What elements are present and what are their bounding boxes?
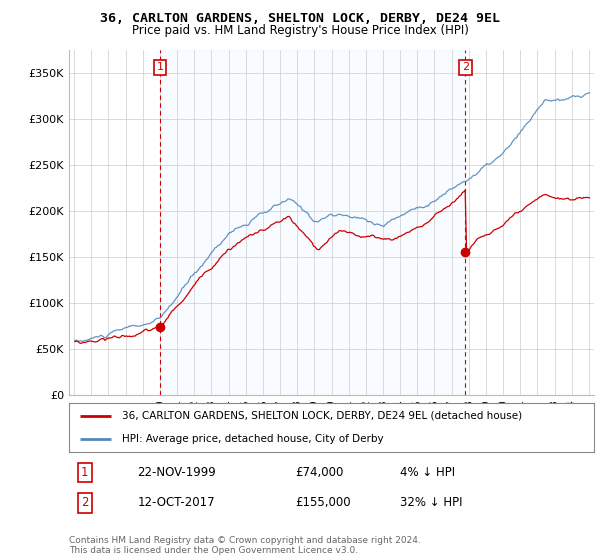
Text: 1: 1 bbox=[157, 63, 163, 72]
Text: 36, CARLTON GARDENS, SHELTON LOCK, DERBY, DE24 9EL (detached house): 36, CARLTON GARDENS, SHELTON LOCK, DERBY… bbox=[121, 411, 521, 421]
Text: 22-NOV-1999: 22-NOV-1999 bbox=[137, 466, 216, 479]
Text: 12-OCT-2017: 12-OCT-2017 bbox=[137, 496, 215, 510]
Text: 1: 1 bbox=[81, 466, 89, 479]
Text: £74,000: £74,000 bbox=[295, 466, 343, 479]
Text: 32% ↓ HPI: 32% ↓ HPI bbox=[400, 496, 462, 510]
Text: 36, CARLTON GARDENS, SHELTON LOCK, DERBY, DE24 9EL: 36, CARLTON GARDENS, SHELTON LOCK, DERBY… bbox=[100, 12, 500, 25]
Text: Price paid vs. HM Land Registry's House Price Index (HPI): Price paid vs. HM Land Registry's House … bbox=[131, 24, 469, 36]
Text: £155,000: £155,000 bbox=[295, 496, 350, 510]
Text: 2: 2 bbox=[462, 63, 469, 72]
Text: Contains HM Land Registry data © Crown copyright and database right 2024.
This d: Contains HM Land Registry data © Crown c… bbox=[69, 536, 421, 556]
Text: 4% ↓ HPI: 4% ↓ HPI bbox=[400, 466, 455, 479]
Bar bbox=[160, 50, 466, 395]
Text: HPI: Average price, detached house, City of Derby: HPI: Average price, detached house, City… bbox=[121, 433, 383, 444]
Text: 2: 2 bbox=[81, 496, 89, 510]
